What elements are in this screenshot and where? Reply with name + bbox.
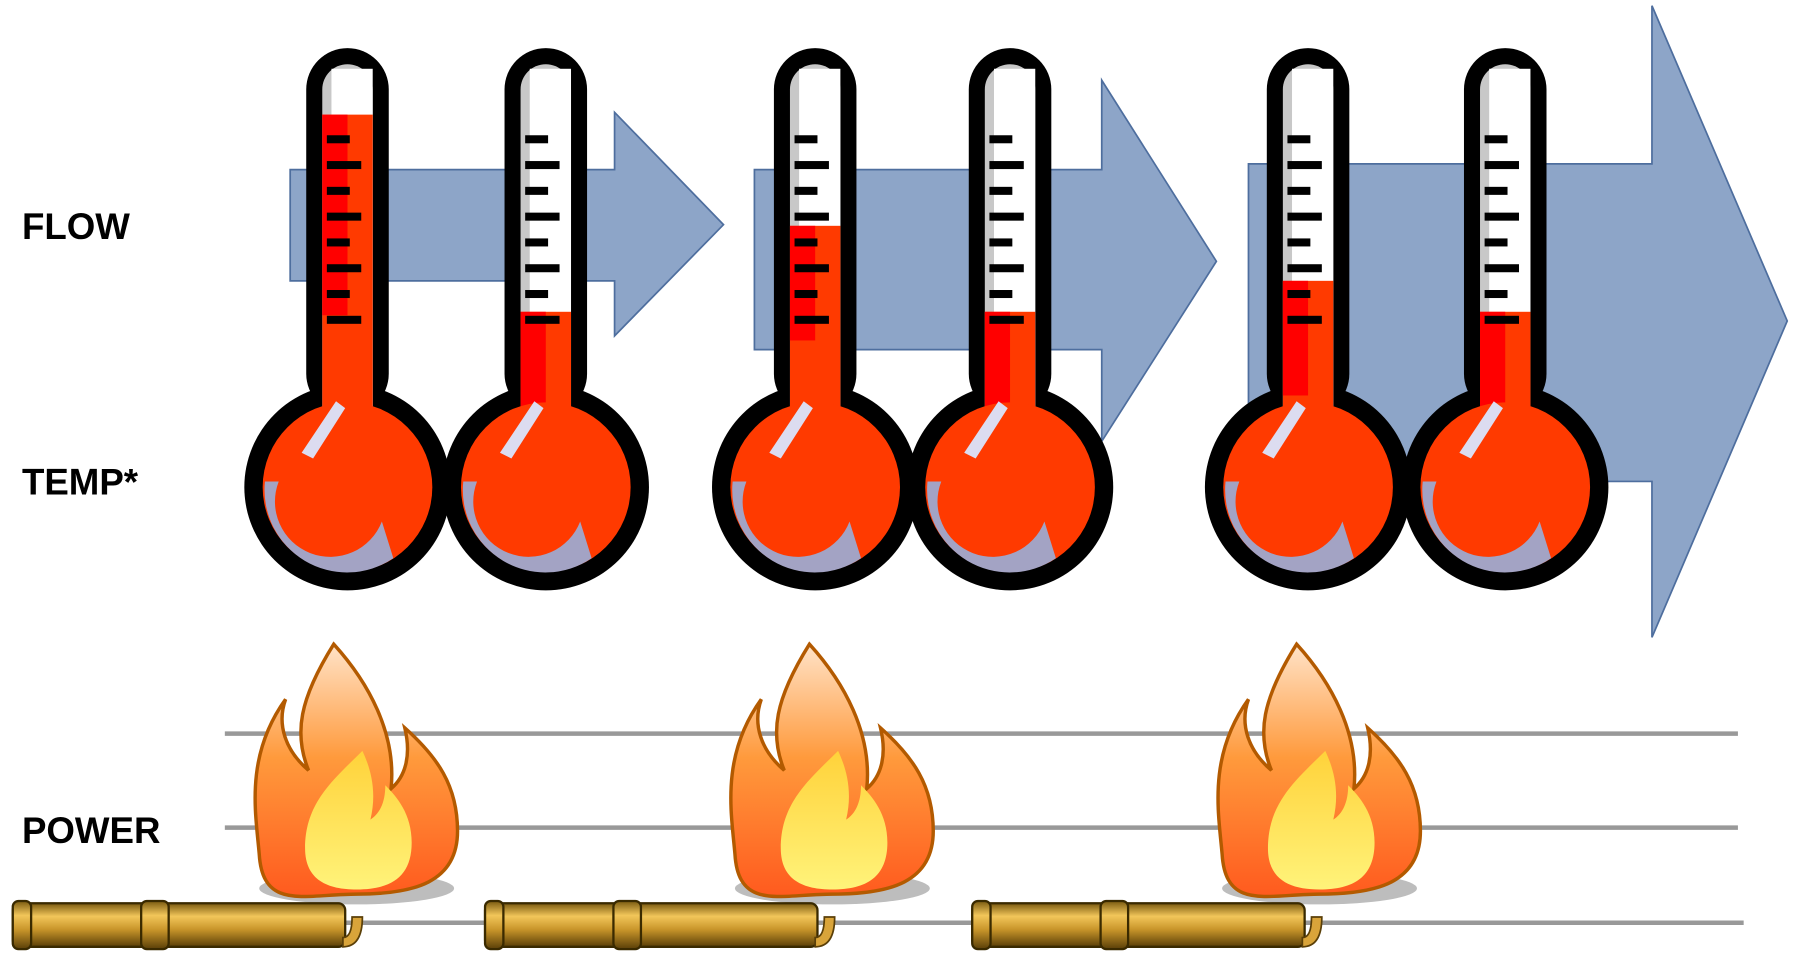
bulb: [925, 402, 1095, 572]
pipe-elbow: [1301, 916, 1323, 948]
pipe-end: [971, 899, 992, 951]
bulb-shine: [301, 401, 346, 459]
pipe-end: [11, 899, 33, 951]
flame-inner: [305, 750, 412, 890]
tick: [989, 264, 1024, 273]
bulb: [1420, 402, 1591, 572]
pipe-joint: [612, 899, 643, 951]
burner: [483, 641, 935, 951]
bulb: [460, 402, 631, 572]
tick: [1484, 135, 1508, 144]
tick: [1287, 264, 1322, 273]
tick: [1484, 290, 1508, 299]
pipe-elbow: [814, 916, 836, 948]
tick: [326, 135, 350, 144]
thermometer: [906, 48, 1114, 591]
tick: [794, 238, 818, 247]
tick: [1484, 186, 1508, 195]
tick: [1484, 212, 1519, 221]
tick: [326, 264, 362, 273]
tick: [525, 161, 560, 170]
tick: [989, 290, 1013, 299]
bulb-shade: [1422, 481, 1552, 573]
pipe-end: [483, 899, 505, 951]
tick: [326, 161, 362, 170]
pipe-elbow: [342, 916, 364, 948]
bulb-shade: [462, 481, 592, 573]
tick: [794, 161, 829, 170]
temp-label: TEMP*: [22, 462, 139, 503]
tick: [326, 290, 350, 299]
tick: [1287, 238, 1311, 247]
tick: [794, 186, 818, 195]
tick: [326, 238, 350, 247]
tick: [989, 315, 1024, 324]
tick: [525, 264, 560, 273]
burner: [11, 641, 460, 951]
thermometer: [442, 48, 649, 591]
tick: [1287, 135, 1311, 144]
tick: [989, 212, 1024, 221]
bulb-shade: [264, 481, 394, 573]
pipe-joint: [140, 899, 170, 951]
tick: [525, 135, 549, 144]
tick: [326, 212, 362, 221]
tick: [989, 186, 1013, 195]
burner: [971, 641, 1423, 951]
bulb-shine: [964, 401, 1008, 459]
pipe: [971, 902, 1306, 948]
power-label: POWER: [22, 810, 161, 851]
thermometer: [712, 48, 919, 591]
thermometer: [1402, 48, 1609, 591]
flow-label: FLOW: [22, 206, 130, 247]
tick: [989, 161, 1024, 170]
tick: [794, 264, 829, 273]
tick: [1484, 264, 1519, 273]
thermometers: [244, 48, 1609, 591]
tick: [525, 186, 549, 195]
tick: [1287, 212, 1322, 221]
tick: [525, 212, 560, 221]
bulb-shade: [1225, 481, 1354, 573]
tick: [1287, 186, 1311, 195]
tick: [1287, 161, 1322, 170]
tick: [1287, 290, 1311, 299]
tick: [794, 135, 818, 144]
bulb-shine: [1262, 401, 1306, 459]
bulb: [1223, 402, 1393, 572]
tick: [525, 315, 560, 324]
tick: [525, 290, 549, 299]
bulb: [262, 402, 433, 572]
thermometer: [1204, 48, 1412, 591]
bulb-shade: [927, 481, 1056, 573]
pipe: [11, 902, 347, 948]
tick: [794, 315, 829, 324]
tick: [326, 315, 362, 324]
bulb-shine: [769, 401, 813, 459]
tick: [1484, 161, 1519, 170]
tick: [794, 290, 818, 299]
tick: [1484, 238, 1508, 247]
tick: [794, 212, 829, 221]
flame-inner: [1267, 750, 1375, 890]
bulb-shine: [499, 401, 544, 459]
thermometer: [244, 48, 451, 591]
bulb-shade: [732, 481, 862, 573]
tick: [525, 238, 549, 247]
tick: [989, 238, 1013, 247]
pipe: [483, 902, 819, 948]
pipe-joint: [1099, 899, 1130, 951]
tube-fill-dark: [1282, 280, 1309, 396]
flame-inner: [780, 750, 888, 890]
tick: [1484, 315, 1519, 324]
tick: [989, 135, 1013, 144]
tick: [1287, 315, 1322, 324]
burners: [11, 641, 1423, 951]
tick: [326, 186, 350, 195]
bulb-shine: [1459, 401, 1503, 459]
bulb: [730, 402, 900, 572]
